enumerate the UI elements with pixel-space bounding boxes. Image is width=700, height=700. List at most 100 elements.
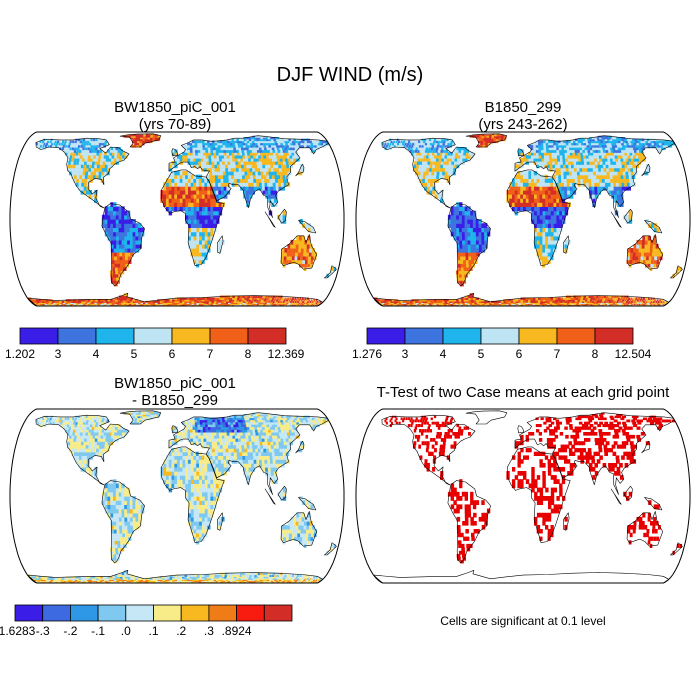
- map-grid-cells: [27, 133, 336, 306]
- coastline-uk: [517, 148, 525, 157]
- map-panel-3: [9, 408, 345, 584]
- coastline-ng: [298, 497, 317, 511]
- coastline-nz: [670, 542, 683, 556]
- coastline-antarctica: [27, 293, 324, 307]
- map-border: [9, 408, 345, 584]
- coastline-borneo: [277, 485, 287, 501]
- coastline-madagascar: [563, 512, 570, 531]
- coastline-nz: [324, 265, 337, 279]
- colorbar-box: [480, 327, 520, 345]
- colorbar-box: [247, 327, 287, 345]
- colorbar-box: [70, 604, 99, 622]
- coastline-africa: [507, 446, 571, 543]
- coastline-samerica: [447, 203, 491, 287]
- map-border: [9, 131, 345, 307]
- panel4-title: T-Test of two Case means at each grid po…: [376, 384, 670, 401]
- colorbar-1: 1.202 3 4 5 6 7 8 12.369: [5, 327, 305, 361]
- colorbar-box: [366, 327, 406, 345]
- colorbar-tick-label: 5: [478, 347, 485, 361]
- coastline-namerica: [381, 414, 476, 486]
- coastline-namerica: [35, 414, 130, 486]
- coastline-madagascar: [563, 235, 570, 254]
- coastline-africa: [161, 446, 225, 543]
- map-border: [355, 408, 691, 584]
- coastline-sumatra: [264, 211, 276, 228]
- coastline-australia: [626, 234, 663, 270]
- panel1-title-line1: BW1850_piC_001: [114, 99, 236, 116]
- coastline-uk: [171, 425, 179, 434]
- map-border: [355, 131, 691, 307]
- colorbar-tick-label: 8: [592, 347, 599, 361]
- figure-title: DJF WIND (m/s): [276, 64, 424, 86]
- coastline-sumatra: [610, 488, 622, 505]
- colorbar-box: [42, 604, 71, 622]
- colorbar-box: [125, 604, 154, 622]
- coastline-africa: [507, 169, 571, 266]
- colorbar-box: [442, 327, 482, 345]
- colorbar-tick-label: 7: [207, 347, 214, 361]
- coastline-sumatra: [610, 211, 622, 228]
- map-panel-2: [355, 131, 691, 307]
- coastline-nz: [324, 542, 337, 556]
- colorbar-tick-label: 4: [440, 347, 447, 361]
- coastline-eurasia: [514, 135, 675, 218]
- colorbar-tick-label: 1.202: [5, 347, 35, 361]
- colorbar-box: [180, 604, 210, 622]
- colorbar-tick-label: -.3: [36, 624, 50, 638]
- coastline-japan: [641, 440, 651, 454]
- coastline-ng: [298, 220, 317, 234]
- panel2-title-line2: (yrs 243-262): [478, 116, 568, 133]
- coastline-eurasia: [514, 412, 675, 495]
- coastline-australia: [280, 234, 317, 270]
- colorbar-tick-label: -.1: [91, 624, 105, 638]
- coastline-samerica: [101, 203, 145, 287]
- map-grid-cells: [27, 410, 336, 583]
- coastline-namerica: [35, 137, 130, 209]
- colorbar-box: [57, 327, 97, 345]
- colorbar-tick-label: 12.369: [268, 347, 305, 361]
- coastline-ng: [644, 220, 663, 234]
- colorbar-box: [263, 604, 293, 622]
- colorbar-tick-label: -.2: [63, 624, 77, 638]
- colorbar-tick-label: 1.276: [352, 347, 382, 361]
- coastline-eurasia: [168, 135, 329, 218]
- panel3-title-line1: BW1850_piC_001: [114, 375, 236, 392]
- coastline-namerica: [381, 137, 476, 209]
- coastline-sumatra: [264, 488, 276, 505]
- panel1-title: BW1850_piC_001 (yrs 70-89): [25, 99, 325, 133]
- colorbar-box: [14, 604, 44, 622]
- coastline-uk: [171, 148, 179, 157]
- coastlines: [373, 133, 683, 307]
- colorbar-box: [236, 604, 265, 622]
- panel2-title-line1: B1850_299: [484, 99, 562, 116]
- colorbar-tick-label: -1.6283: [0, 624, 36, 638]
- coastline-japan: [641, 163, 651, 177]
- coastline-africa: [161, 169, 225, 266]
- coastline-nz: [670, 265, 683, 279]
- colorbar-tick-label: 5: [131, 347, 138, 361]
- coastline-greenland: [119, 133, 162, 148]
- colorbar-box: [133, 327, 173, 345]
- colorbar-box: [556, 327, 596, 345]
- coastline-japan: [295, 163, 305, 177]
- colorbar-tick-label: 7: [554, 347, 561, 361]
- coastline-borneo: [623, 208, 633, 224]
- colorbar-tick-label: 4: [93, 347, 100, 361]
- colorbar-box: [95, 327, 135, 345]
- colorbar-tick-label: 12.504: [615, 347, 652, 361]
- colorbar-box: [518, 327, 558, 345]
- panel3-title: BW1850_piC_001 - B1850_299: [25, 375, 325, 409]
- coastline-ng: [644, 497, 663, 511]
- coastline-uk: [517, 425, 525, 434]
- coastline-australia: [626, 511, 663, 547]
- map-panel-1: [9, 131, 345, 307]
- coastline-eurasia: [168, 412, 329, 495]
- coastline-greenland: [465, 133, 508, 148]
- map-grid-cells: [373, 133, 682, 306]
- colorbar-tick-label: 6: [516, 347, 523, 361]
- coastline-antarctica: [373, 570, 670, 584]
- coastlines: [27, 410, 337, 584]
- coastline-australia: [280, 511, 317, 547]
- colorbar-2: 1.276 3 4 5 6 7 8 12.504: [352, 327, 652, 361]
- coastline-madagascar: [217, 512, 224, 531]
